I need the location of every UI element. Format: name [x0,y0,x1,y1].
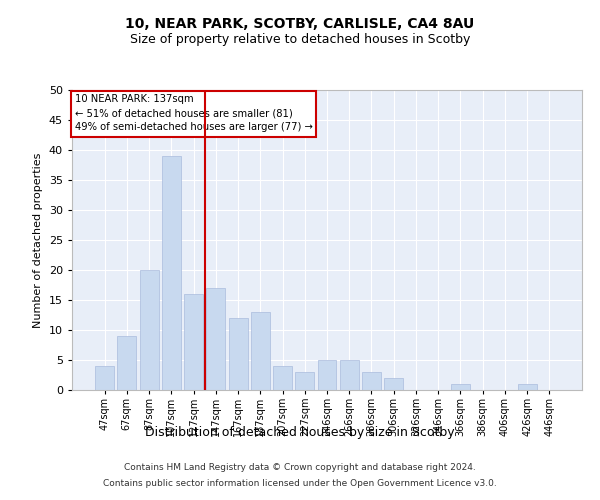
Bar [273,366,292,390]
Bar [384,378,403,390]
Bar [362,372,381,390]
Text: 10, NEAR PARK, SCOTBY, CARLISLE, CA4 8AU: 10, NEAR PARK, SCOTBY, CARLISLE, CA4 8AU [125,18,475,32]
Bar [229,318,248,390]
Bar [518,384,536,390]
Bar [295,372,314,390]
Bar [162,156,181,390]
Bar [184,294,203,390]
Text: Contains HM Land Registry data © Crown copyright and database right 2024.: Contains HM Land Registry data © Crown c… [124,464,476,472]
Text: Size of property relative to detached houses in Scotby: Size of property relative to detached ho… [130,32,470,46]
Bar [340,360,359,390]
Bar [206,288,225,390]
Text: Contains public sector information licensed under the Open Government Licence v3: Contains public sector information licen… [103,478,497,488]
Text: Distribution of detached houses by size in Scotby: Distribution of detached houses by size … [145,426,455,439]
Text: 10 NEAR PARK: 137sqm
← 51% of detached houses are smaller (81)
49% of semi-detac: 10 NEAR PARK: 137sqm ← 51% of detached h… [74,94,313,132]
Bar [251,312,270,390]
Bar [140,270,158,390]
Bar [451,384,470,390]
Bar [95,366,114,390]
Bar [317,360,337,390]
Y-axis label: Number of detached properties: Number of detached properties [33,152,43,328]
Bar [118,336,136,390]
